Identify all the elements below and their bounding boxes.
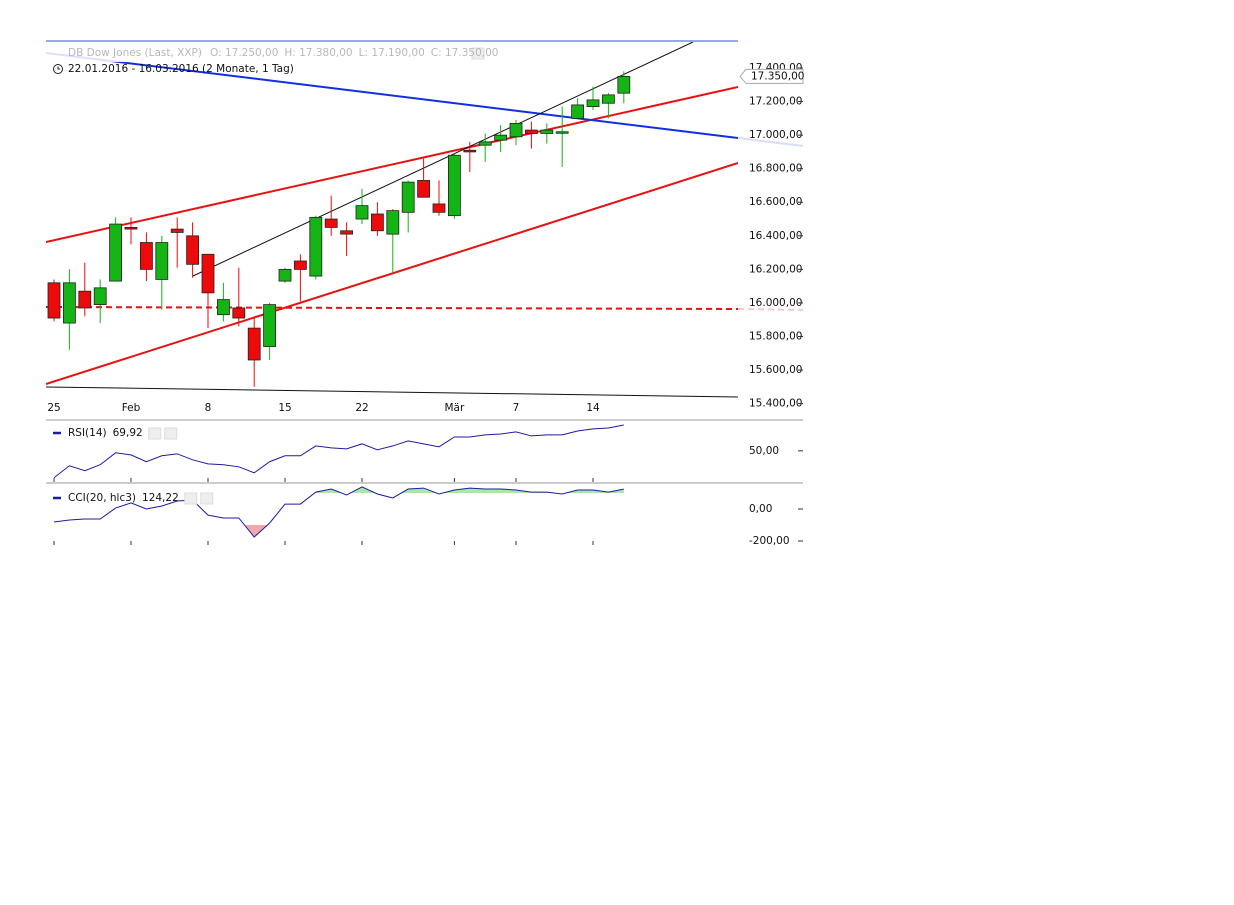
candle-body <box>216 299 230 316</box>
overbought-fill <box>54 486 624 494</box>
candle-body <box>432 203 446 213</box>
candle-body <box>263 304 277 347</box>
header-box <box>46 44 490 62</box>
y-tick-label: 16.800,00 <box>749 163 802 175</box>
candle-body <box>247 327 261 361</box>
candle-body <box>47 282 61 319</box>
candle-body <box>370 213 384 232</box>
settings-button[interactable] <box>471 47 485 60</box>
trend-line <box>46 386 738 398</box>
candle-body <box>586 99 600 108</box>
x-tick-label: 8 <box>205 402 212 414</box>
candle-body <box>525 129 538 134</box>
candle-body <box>401 181 415 213</box>
y-tick-label: 16.400,00 <box>749 230 802 242</box>
plot <box>47 71 631 538</box>
support-line <box>46 306 738 310</box>
ohlc-label: C: 17.350,00 <box>431 47 499 59</box>
candle-body <box>293 260 307 270</box>
candle-body <box>571 104 584 119</box>
candle-body <box>540 129 554 134</box>
candle-body <box>555 131 569 134</box>
candle-body <box>232 307 246 319</box>
last-price-label: 17.350,00 <box>751 70 804 82</box>
y-tick-label: 0,00 <box>749 503 772 515</box>
candle-body <box>78 290 92 309</box>
ohlc-label: H: 17.380,00 <box>284 47 352 59</box>
y-tick-label: 17.000,00 <box>749 129 802 141</box>
clock-hand <box>57 66 60 70</box>
x-tick-label: 22 <box>355 402 368 414</box>
candle-body <box>417 180 431 198</box>
candle-body <box>478 141 492 146</box>
x-tick-label: Feb <box>122 402 141 414</box>
candle-body <box>309 216 323 277</box>
y-tick-label: 50,00 <box>749 445 779 457</box>
trend-line <box>192 42 694 277</box>
instrument-title: DB Dow Jones (Last, XXP) <box>68 47 202 59</box>
legend-value: 69,92 <box>113 427 143 439</box>
channel-upper <box>46 86 738 243</box>
y-tick-label: 15.400,00 <box>749 398 802 410</box>
candle-body <box>447 154 461 217</box>
y-tick-label: 15.800,00 <box>749 330 802 342</box>
ohlc-label: L: 17.190,00 <box>359 47 425 59</box>
last-price-box <box>739 68 804 84</box>
legend-name: CCI(20, hlc3) <box>68 492 136 504</box>
x-tick-label: 7 <box>513 402 520 414</box>
candle-body <box>617 75 631 94</box>
close-button[interactable] <box>200 492 214 505</box>
candle-body <box>278 268 292 282</box>
indicator <box>53 486 624 538</box>
indicator-line <box>53 486 624 538</box>
y-tick-label: 16.000,00 <box>749 297 802 309</box>
y-tick-label: 15.600,00 <box>749 364 802 376</box>
resistance-line-ext <box>737 137 804 147</box>
x-tick-label: 15 <box>278 402 291 414</box>
close-button[interactable] <box>164 427 178 440</box>
candle-body <box>93 287 107 306</box>
settings-button[interactable] <box>184 492 198 505</box>
candle-body <box>494 134 508 141</box>
candle-body <box>355 205 369 220</box>
candle-body <box>124 227 138 230</box>
oversold-fill <box>54 525 624 538</box>
x-tick-label: Mär <box>444 402 464 414</box>
candle-body <box>63 282 76 324</box>
candle-body <box>155 242 169 280</box>
resistance-line <box>46 52 738 139</box>
settings-button[interactable] <box>148 427 162 440</box>
channel-lower <box>46 162 738 385</box>
candle-body <box>324 218 338 228</box>
x-tick-label: 14 <box>586 402 600 414</box>
y-tick-label: 16.200,00 <box>749 263 802 275</box>
clock-icon <box>53 64 63 74</box>
indicator-line <box>53 424 624 479</box>
ohlc-label: O: 17.250,00 <box>210 47 278 59</box>
candle-body <box>602 94 615 104</box>
candle-body <box>139 242 153 270</box>
legend-value: 124,22 <box>142 492 179 504</box>
candle-body <box>170 228 184 233</box>
date-range: 22.01.2016 - 16.03.2016 (2 Monate, 1 Tag… <box>68 63 294 75</box>
candle-body <box>340 230 354 235</box>
y-tick-label: -200,00 <box>749 535 790 547</box>
candles <box>47 71 631 387</box>
x-tick-label: 25 <box>47 402 60 414</box>
indicator <box>53 424 624 479</box>
candle-body <box>509 122 523 138</box>
candle-body <box>201 253 215 294</box>
y-tick-label: 16.600,00 <box>749 196 802 208</box>
candle-body <box>386 210 400 235</box>
candle-body <box>463 149 477 153</box>
support-line-ext <box>737 308 804 311</box>
candle-body <box>109 223 122 282</box>
candle-body <box>186 235 200 265</box>
legend-name: RSI(14) <box>68 427 107 439</box>
y-tick-label: 17.200,00 <box>749 96 802 108</box>
